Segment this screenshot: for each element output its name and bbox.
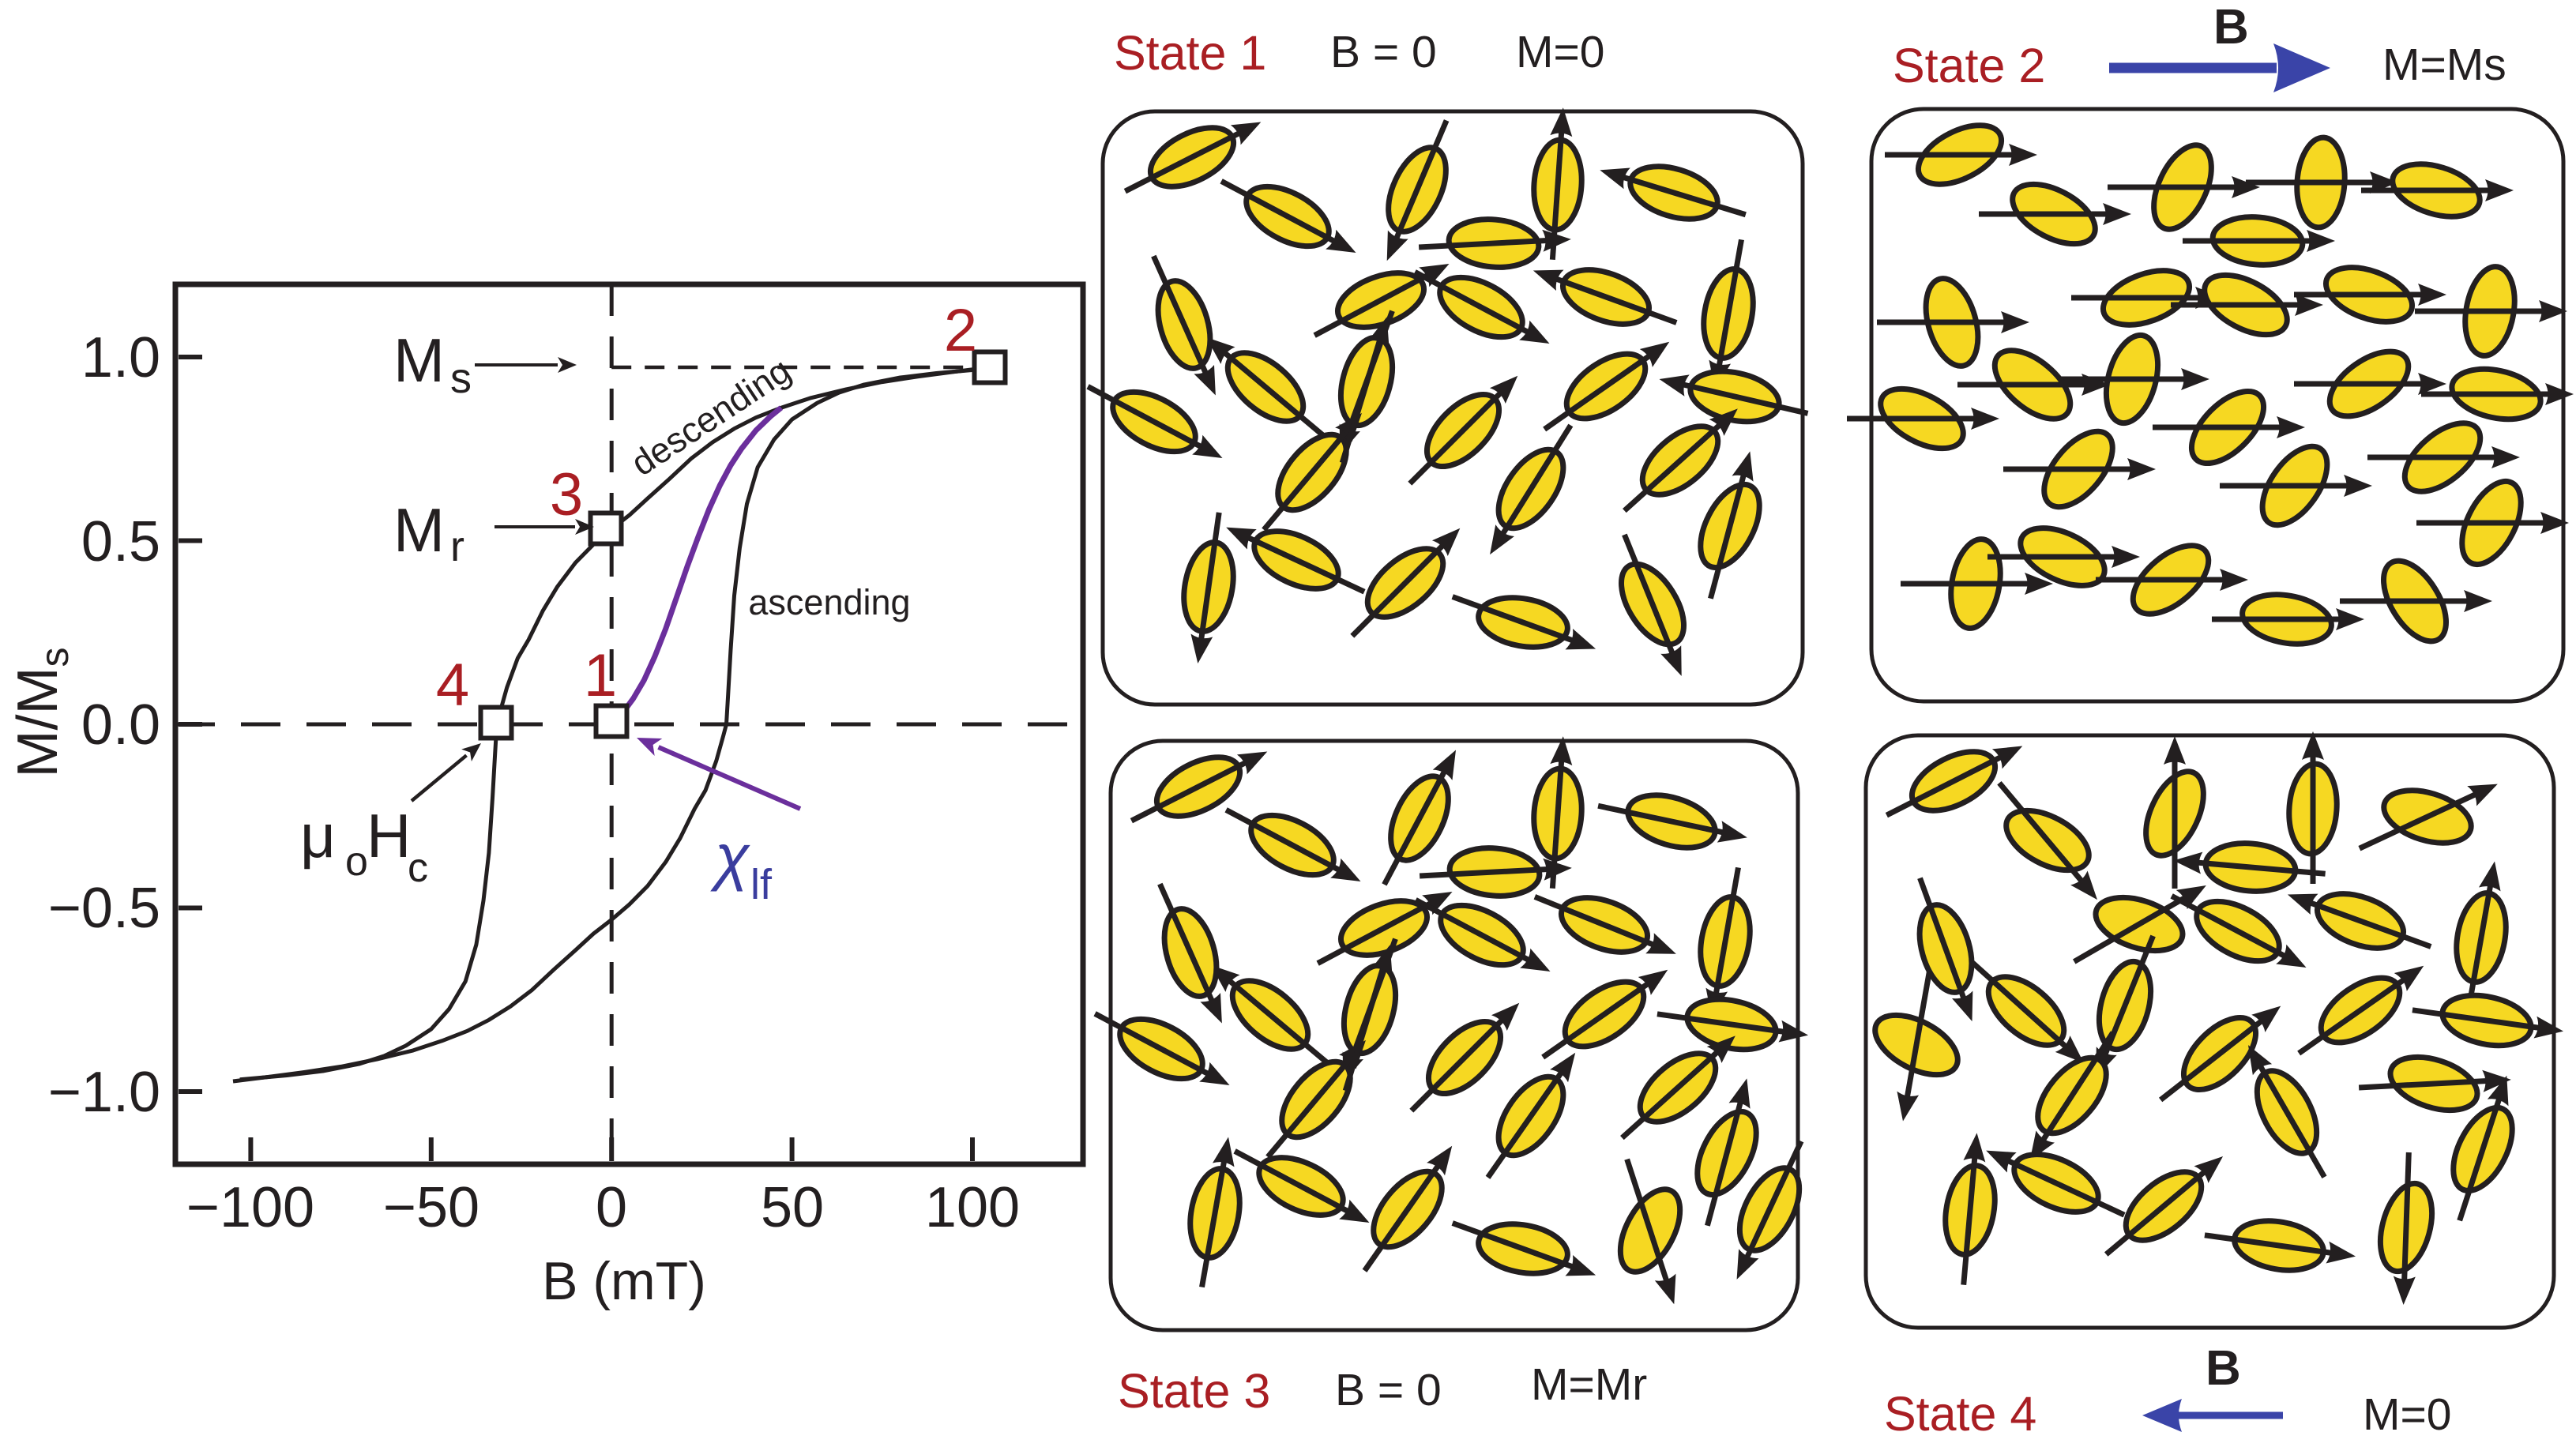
svg-text:−0.5: −0.5	[48, 877, 160, 940]
svg-text:M=0: M=0	[2363, 1389, 2451, 1440]
svg-text:M=Ms: M=Ms	[2382, 39, 2506, 90]
svg-text:M=0: M=0	[1516, 27, 1604, 77]
svg-text:1: 1	[584, 642, 617, 709]
svg-text:χ: χ	[710, 821, 750, 892]
svg-text:B: B	[2206, 1341, 2241, 1396]
svg-text:0.5: 0.5	[81, 510, 160, 573]
svg-text:4: 4	[436, 652, 469, 719]
svg-text:50: 50	[761, 1176, 824, 1239]
svg-text:B = 0: B = 0	[1330, 27, 1437, 77]
svg-text:c: c	[408, 845, 428, 891]
svg-text:State 2: State 2	[1893, 39, 2045, 92]
svg-text:lf: lf	[750, 861, 773, 908]
svg-text:B = 0: B = 0	[1335, 1365, 1442, 1415]
svg-text:B: B	[2213, 0, 2249, 54]
svg-text:0: 0	[596, 1176, 627, 1239]
svg-text:M/Ms: M/Ms	[6, 648, 77, 778]
svg-text:−50: −50	[383, 1176, 479, 1239]
svg-text:2: 2	[944, 297, 977, 364]
svg-text:o: o	[345, 839, 368, 885]
svg-text:H: H	[367, 801, 411, 870]
svg-text:0.0: 0.0	[81, 693, 160, 757]
svg-text:3: 3	[550, 461, 583, 528]
svg-text:1.0: 1.0	[81, 326, 160, 389]
svg-text:State 3: State 3	[1118, 1364, 1270, 1418]
svg-text:State 4: State 4	[1884, 1387, 2036, 1441]
svg-text:ascending: ascending	[748, 582, 910, 622]
svg-text:M=Mr: M=Mr	[1531, 1359, 1647, 1410]
svg-text:−1.0: −1.0	[48, 1061, 160, 1124]
svg-text:−100: −100	[186, 1176, 314, 1239]
svg-text:State 1: State 1	[1114, 26, 1266, 80]
svg-text:B (mT): B (mT)	[542, 1251, 706, 1311]
svg-text:μ: μ	[300, 801, 336, 870]
svg-text:100: 100	[925, 1176, 1020, 1239]
